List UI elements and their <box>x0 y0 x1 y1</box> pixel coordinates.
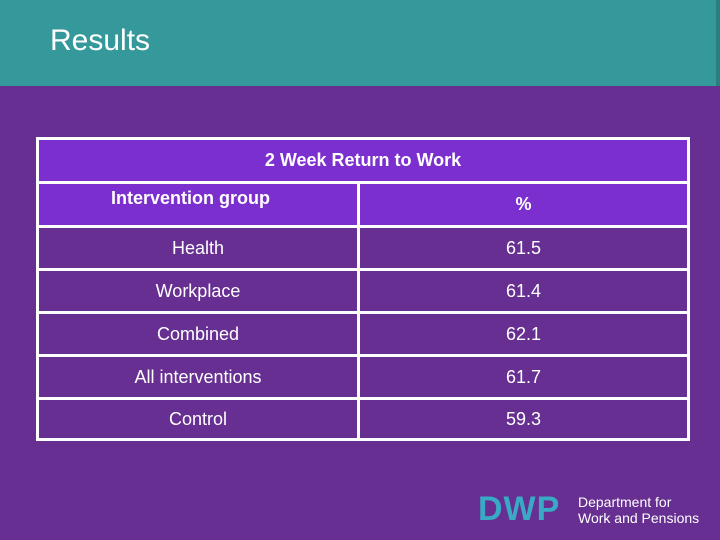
logo-line-2: Work and Pensions <box>578 510 700 526</box>
row-group-cell: Health <box>39 228 357 268</box>
row-value-cell: 61.4 <box>360 271 687 311</box>
logo-line-1: Department for <box>578 494 672 510</box>
logo-mark: DWP <box>478 490 561 528</box>
column-header-group: Intervention group <box>39 184 357 225</box>
row-value-cell: 62.1 <box>360 314 687 354</box>
row-value-cell: 59.3 <box>360 400 687 438</box>
logo-text: Department for Work and Pensions <box>578 494 718 526</box>
row-group-cell: Combined <box>39 314 357 354</box>
slide-header: Results <box>0 0 720 86</box>
column-header-percent: % <box>360 184 687 225</box>
row-value-cell: 61.7 <box>360 357 687 397</box>
slide-title: Results <box>50 24 151 57</box>
row-group-cell: Control <box>39 400 357 438</box>
row-group-cell: Workplace <box>39 271 357 311</box>
results-table: 2 Week Return to Work Intervention group… <box>36 137 690 441</box>
table-caption: 2 Week Return to Work <box>39 140 687 181</box>
row-value-cell: 61.5 <box>360 228 687 268</box>
row-group-cell: All interventions <box>39 357 357 397</box>
